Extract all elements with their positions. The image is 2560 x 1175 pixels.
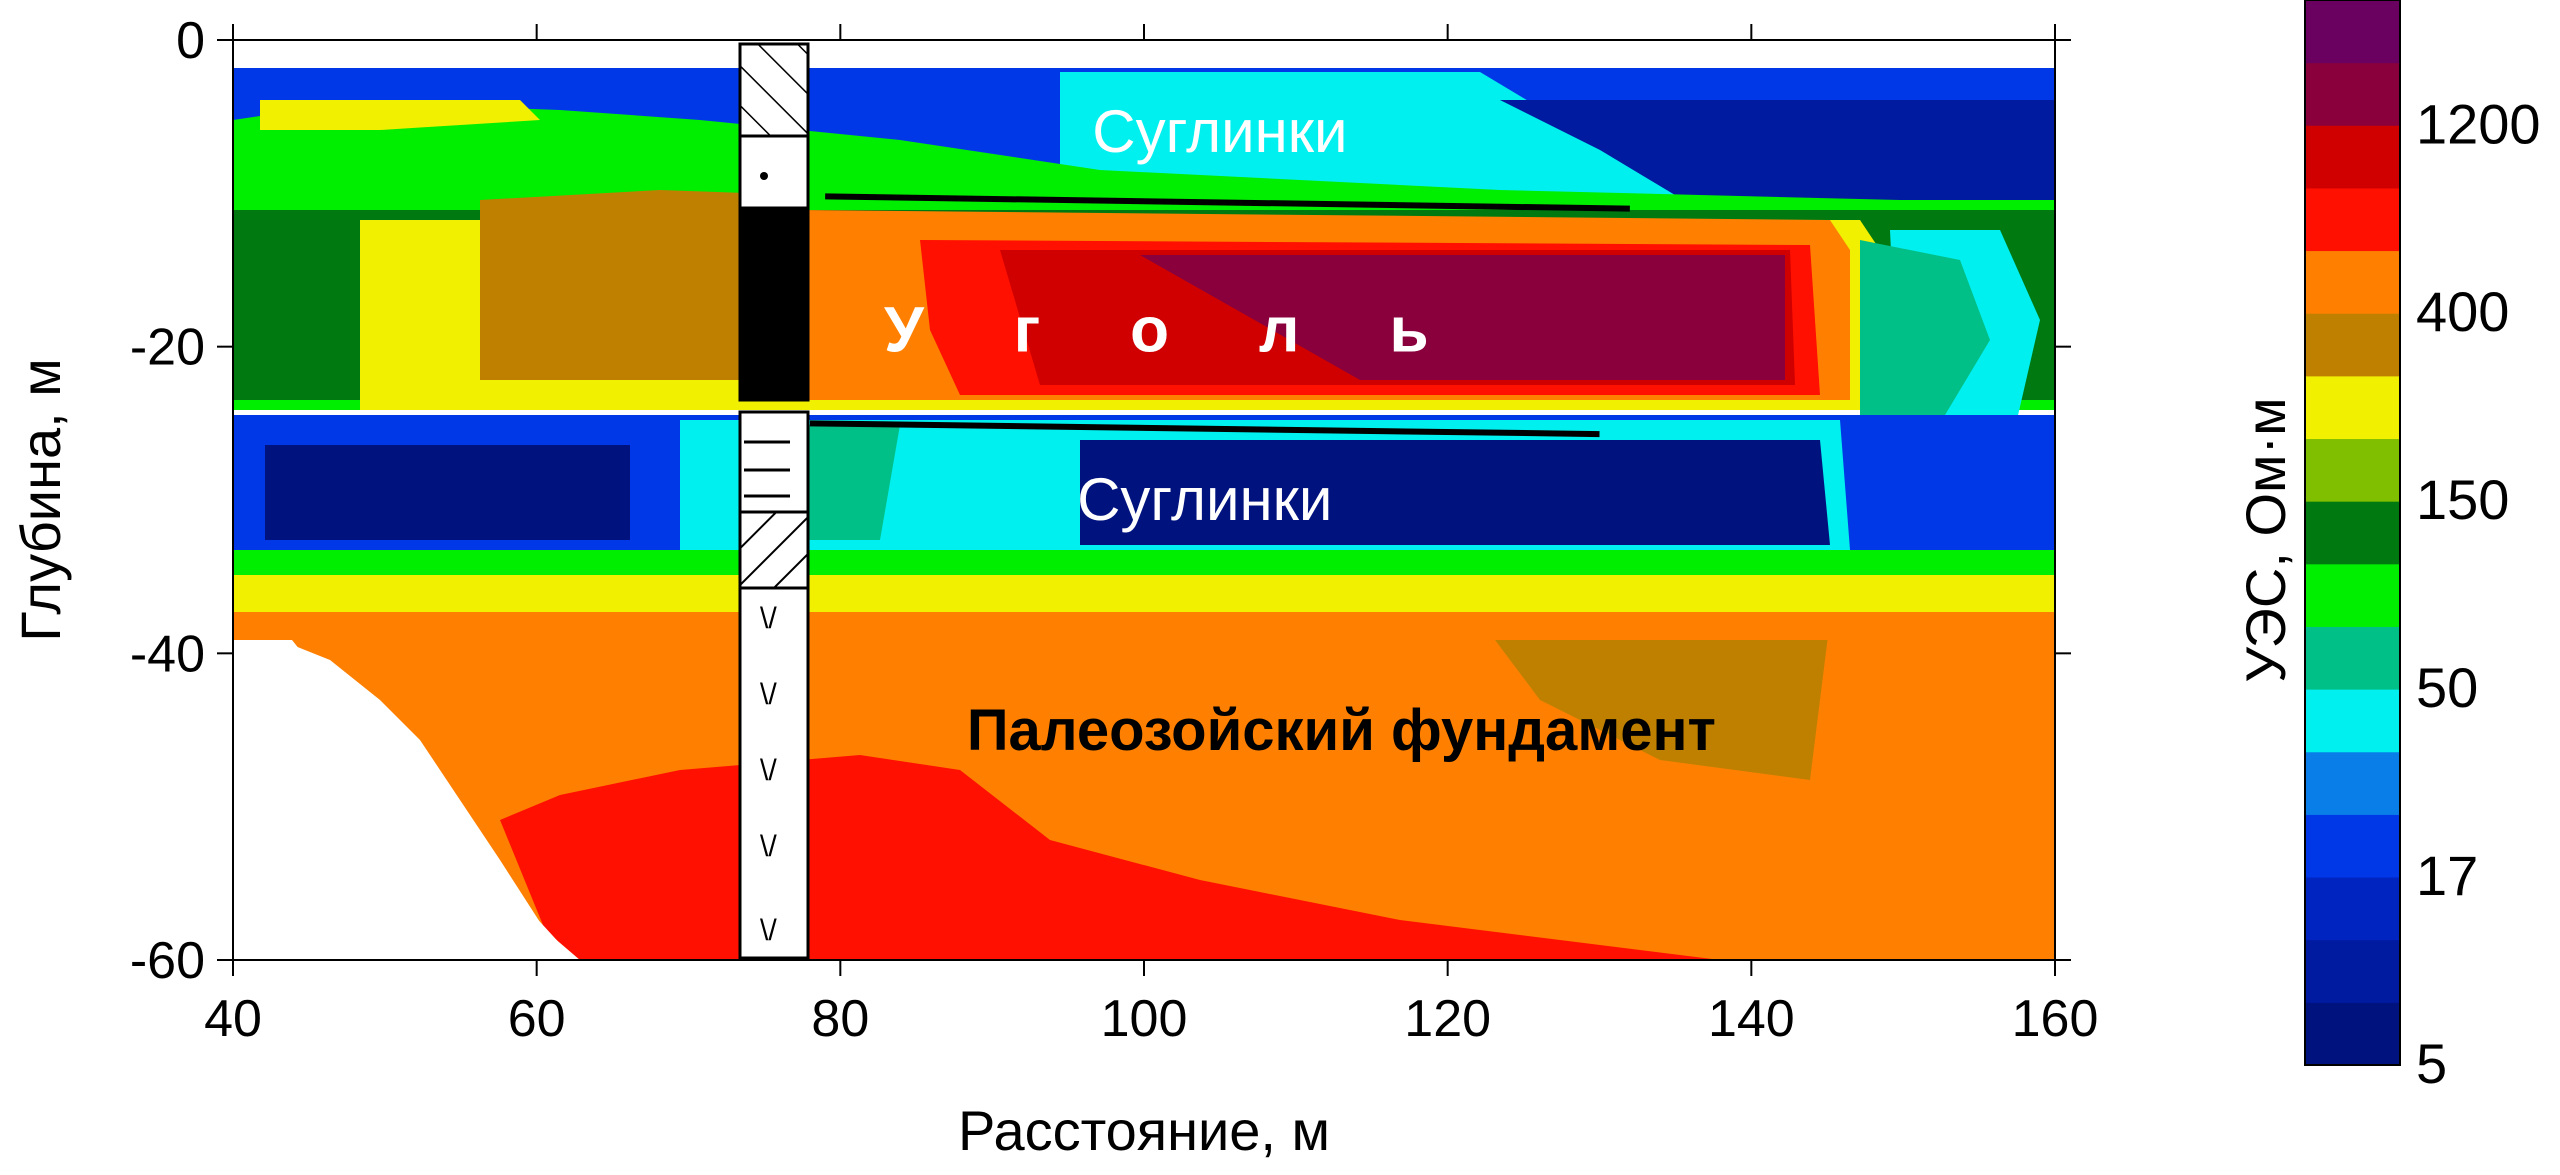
upper-loam-cyan <box>1060 72 1700 210</box>
x-tick-label-6: 160 <box>2012 990 2099 1048</box>
colorbar-swatch-15 <box>2305 62 2400 126</box>
y-tick-label-3: -60 <box>130 932 205 990</box>
x-tick-label-2: 80 <box>811 990 869 1048</box>
y-axis-ticks: 0 -20 -40 -60 <box>130 12 2071 990</box>
lower-loam-teal <box>800 425 900 540</box>
basement-brown-zone <box>1480 620 1830 780</box>
colorbar-label-0: 5 <box>2416 1032 2447 1095</box>
x-axis-ticks: 40 60 80 100 120 140 160 <box>204 24 2098 1048</box>
colorbar-label-4: 400 <box>2416 280 2509 343</box>
colorbar-swatch-6 <box>2305 626 2400 690</box>
colorbar-frame <box>2304 0 2401 1066</box>
coal-layer-right-teal <box>1860 240 1990 440</box>
lower-loam-deep-left <box>265 445 630 540</box>
x-tick-label-3: 100 <box>1101 990 1188 1048</box>
x-axis-title: Расстояние, м <box>958 1099 1330 1162</box>
annotation-0: Суглинки <box>1092 98 1347 165</box>
y-tick-label-1: -20 <box>130 319 205 377</box>
annotation-1: У г о л ь <box>884 293 1465 365</box>
y-tick-label-2: -40 <box>130 625 205 683</box>
colorbar-title: УЭС, Ом·м <box>2234 397 2297 682</box>
colorbar-swatch-16 <box>2305 0 2400 64</box>
borehole-column: \/ \/ \/ \/ \/ <box>738 42 810 960</box>
borehole-hatched-top <box>738 42 810 138</box>
borehole-symbol-v5: \/ <box>760 914 777 947</box>
colorbar-swatch-4 <box>2305 751 2400 815</box>
borehole-symbol-v4: \/ <box>760 830 777 863</box>
x-tick-label-4: 120 <box>1404 990 1491 1048</box>
borehole-symbol-v1: \/ <box>760 602 777 635</box>
colorbar-swatch-1 <box>2305 939 2400 1003</box>
colorbar-labels: 5 17 50 150 400 1200 <box>2416 92 2541 1095</box>
colorbar-swatch-7 <box>2305 563 2400 627</box>
colorbar-swatch-12 <box>2305 250 2400 314</box>
x-tick-label-0: 40 <box>204 990 262 1048</box>
colorbar-label-2: 50 <box>2416 656 2478 719</box>
colorbar-swatch-14 <box>2305 125 2400 189</box>
upper-loam-yellow <box>260 100 540 130</box>
colorbar-swatch-8 <box>2305 501 2400 565</box>
boundary-lines <box>809 193 1630 438</box>
borehole-white-top <box>738 134 810 210</box>
borehole-symbol-v2: \/ <box>760 678 777 711</box>
annotation-3: Палеозойский фундамент <box>967 698 1716 763</box>
coal-layer-brown <box>480 190 800 380</box>
borehole-hatched-mid <box>738 510 810 590</box>
colorbar-swatch-13 <box>2305 187 2400 252</box>
resistivity-section <box>233 68 2055 960</box>
colorbar-swatch-10 <box>2305 375 2400 440</box>
colorbar-swatch-11 <box>2305 313 2400 377</box>
colorbar-label-3: 150 <box>2416 468 2509 531</box>
boundary-line-0 <box>825 193 1630 212</box>
upper-loam-deep <box>1500 100 2055 210</box>
borehole-basement <box>738 586 810 960</box>
transition-yellow-band <box>233 575 2055 612</box>
lower-loam-deep-right <box>1080 440 1830 545</box>
colorbar <box>2304 0 2401 1066</box>
no-data-wedge <box>233 580 575 960</box>
x-tick-label-1: 60 <box>508 990 566 1048</box>
colorbar-swatch-9 <box>2305 438 2400 502</box>
borehole-symbol-v3: \/ <box>760 754 777 787</box>
annotation-2: Суглинки <box>1077 466 1332 533</box>
colorbar-swatch-2 <box>2305 877 2400 941</box>
colorbar-label-1: 17 <box>2416 844 2478 907</box>
colorbar-swatch-3 <box>2305 814 2400 878</box>
borehole-dot <box>760 172 768 180</box>
colorbar-swatch-5 <box>2305 689 2400 753</box>
boundary-line-1 <box>809 420 1600 438</box>
upper-loam-green <box>233 105 1900 210</box>
y-axis-title: Глубина, м <box>9 358 72 642</box>
x-tick-label-5: 140 <box>1708 990 1795 1048</box>
transition-orange-fill <box>233 612 2055 640</box>
y-tick-label-0: 0 <box>176 12 205 70</box>
coal-layer-maroon <box>1140 255 1785 380</box>
transition-green-band <box>233 550 2055 575</box>
colorbar-swatch-0 <box>2305 1002 2400 1066</box>
borehole-coal-seam <box>738 206 810 402</box>
annotations: Суглинки У г о л ь Суглинки Палеозойский фу… <box>884 98 1716 763</box>
colorbar-label-5: 1200 <box>2416 92 2541 155</box>
